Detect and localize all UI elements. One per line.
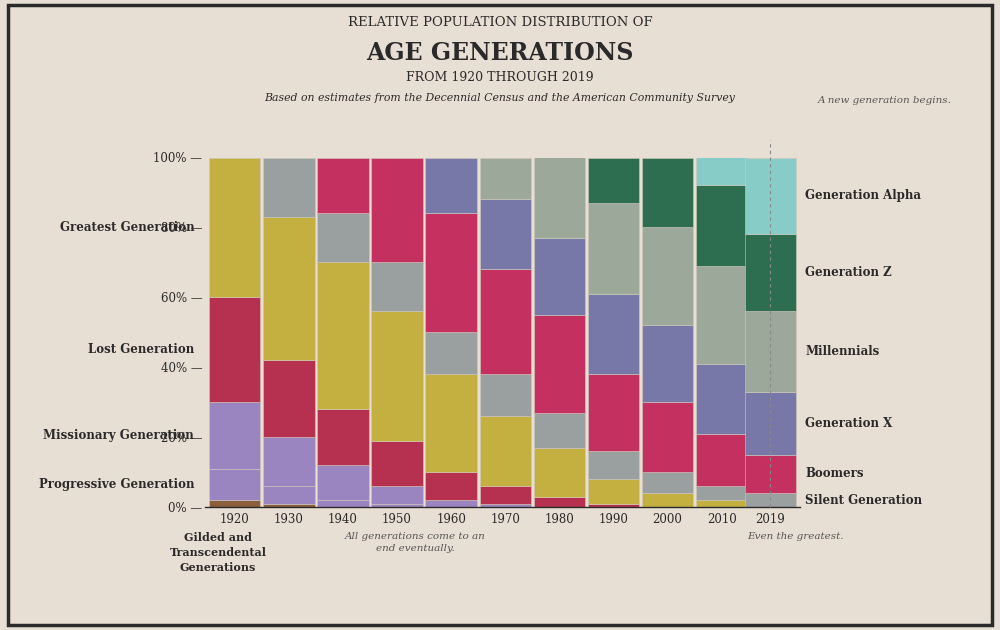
Bar bbox=[209, 158, 260, 297]
Text: FROM 1920 THROUGH 2019: FROM 1920 THROUGH 2019 bbox=[406, 71, 594, 84]
Bar bbox=[745, 234, 796, 311]
Bar bbox=[209, 403, 260, 469]
Bar bbox=[642, 472, 693, 493]
Bar bbox=[534, 496, 585, 507]
Bar bbox=[371, 503, 423, 507]
Bar bbox=[371, 262, 423, 311]
Text: Generation Z: Generation Z bbox=[805, 266, 892, 279]
Bar bbox=[480, 503, 531, 507]
Bar bbox=[263, 437, 315, 486]
Bar bbox=[588, 451, 639, 479]
Bar bbox=[745, 311, 796, 392]
Bar bbox=[480, 486, 531, 503]
Bar bbox=[209, 500, 260, 507]
Bar bbox=[480, 158, 531, 200]
Bar bbox=[263, 217, 315, 360]
Text: Gilded and
Transcendental
Generations: Gilded and Transcendental Generations bbox=[170, 532, 266, 573]
Bar bbox=[745, 392, 796, 455]
Bar bbox=[642, 493, 693, 507]
Bar bbox=[696, 158, 747, 185]
Bar bbox=[534, 448, 585, 496]
Bar bbox=[371, 486, 423, 503]
Bar bbox=[480, 374, 531, 416]
Bar bbox=[696, 266, 747, 364]
Bar bbox=[588, 479, 639, 503]
Bar bbox=[696, 364, 747, 433]
Bar bbox=[263, 503, 315, 507]
Text: All generations come to an
end eventually.: All generations come to an end eventuall… bbox=[345, 532, 485, 553]
Bar bbox=[317, 262, 369, 410]
Bar bbox=[317, 500, 369, 507]
Bar bbox=[745, 455, 796, 493]
Bar bbox=[209, 469, 260, 500]
Text: A new generation begins.: A new generation begins. bbox=[818, 96, 952, 105]
Bar bbox=[588, 203, 639, 294]
Bar bbox=[696, 486, 747, 500]
Bar bbox=[425, 472, 477, 500]
Bar bbox=[425, 374, 477, 472]
Bar bbox=[588, 374, 639, 451]
Text: Generation Alpha: Generation Alpha bbox=[805, 190, 921, 202]
Text: Missionary Generation: Missionary Generation bbox=[43, 429, 194, 442]
Bar bbox=[588, 503, 639, 507]
Bar bbox=[317, 410, 369, 465]
Bar bbox=[534, 238, 585, 315]
Text: Silent Generation: Silent Generation bbox=[805, 494, 923, 507]
Text: Greatest Generation: Greatest Generation bbox=[60, 221, 194, 234]
Bar bbox=[534, 315, 585, 413]
Bar bbox=[534, 413, 585, 448]
Bar bbox=[425, 214, 477, 333]
Bar bbox=[534, 158, 585, 238]
Text: Generation X: Generation X bbox=[805, 416, 893, 430]
Bar bbox=[480, 200, 531, 270]
Bar bbox=[425, 158, 477, 214]
Bar bbox=[425, 333, 477, 374]
Bar bbox=[317, 214, 369, 263]
Bar bbox=[263, 360, 315, 437]
Text: Lost Generation: Lost Generation bbox=[88, 343, 194, 357]
Text: RELATIVE POPULATION DISTRIBUTION OF: RELATIVE POPULATION DISTRIBUTION OF bbox=[348, 16, 652, 29]
Bar bbox=[480, 416, 531, 486]
Bar bbox=[696, 433, 747, 486]
Bar bbox=[317, 158, 369, 214]
Bar bbox=[745, 493, 796, 507]
Bar bbox=[745, 158, 796, 234]
Bar bbox=[263, 486, 315, 503]
Text: Millennials: Millennials bbox=[805, 345, 880, 358]
Text: Progressive Generation: Progressive Generation bbox=[39, 478, 194, 491]
Bar bbox=[425, 500, 477, 507]
Bar bbox=[642, 158, 693, 227]
Bar bbox=[696, 500, 747, 507]
Bar bbox=[642, 325, 693, 403]
Bar bbox=[371, 158, 423, 263]
Bar bbox=[371, 441, 423, 486]
Bar bbox=[588, 294, 639, 374]
Bar bbox=[696, 185, 747, 266]
Text: Based on estimates from the Decennial Census and the American Community Survey: Based on estimates from the Decennial Ce… bbox=[265, 93, 735, 103]
Bar bbox=[209, 297, 260, 403]
Text: Even the greatest.: Even the greatest. bbox=[747, 532, 843, 541]
Bar bbox=[480, 270, 531, 374]
Text: Boomers: Boomers bbox=[805, 467, 864, 481]
Text: AGE GENERATIONS: AGE GENERATIONS bbox=[366, 41, 634, 65]
Bar bbox=[588, 158, 639, 203]
Bar bbox=[317, 465, 369, 500]
Bar bbox=[263, 158, 315, 217]
Bar bbox=[371, 311, 423, 441]
Bar bbox=[642, 403, 693, 472]
Bar bbox=[642, 227, 693, 325]
